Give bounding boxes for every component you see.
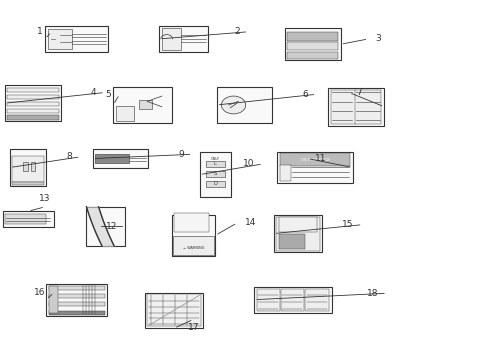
Text: 10: 10 bbox=[242, 159, 254, 168]
Bar bbox=[205, 161, 224, 167]
Text: 8: 8 bbox=[66, 152, 72, 161]
Bar bbox=[277, 152, 352, 183]
Bar bbox=[139, 100, 151, 109]
Text: 14: 14 bbox=[244, 219, 255, 228]
Bar bbox=[254, 287, 331, 312]
Text: 17: 17 bbox=[187, 323, 199, 332]
Bar bbox=[199, 152, 231, 197]
Bar bbox=[276, 217, 319, 251]
Bar bbox=[354, 90, 381, 124]
Bar bbox=[86, 207, 125, 246]
Bar bbox=[144, 293, 203, 328]
Bar bbox=[305, 289, 328, 311]
Text: ⚠ WARNING: ⚠ WARNING bbox=[183, 246, 203, 250]
Bar bbox=[49, 302, 104, 306]
Bar bbox=[7, 102, 59, 106]
Bar bbox=[116, 107, 133, 121]
Bar bbox=[279, 165, 290, 181]
Bar bbox=[173, 237, 213, 255]
Bar bbox=[45, 26, 108, 52]
Bar bbox=[49, 311, 104, 315]
Bar bbox=[49, 287, 58, 313]
Text: 9: 9 bbox=[178, 150, 183, 159]
Bar bbox=[7, 95, 59, 99]
Bar bbox=[278, 234, 305, 249]
Bar bbox=[171, 215, 215, 256]
Bar bbox=[113, 87, 171, 123]
Text: ONLY: ONLY bbox=[210, 157, 220, 161]
Bar bbox=[174, 213, 208, 232]
Bar bbox=[159, 26, 207, 52]
Text: 4: 4 bbox=[90, 88, 96, 97]
Bar bbox=[10, 149, 46, 186]
Text: 7: 7 bbox=[356, 88, 361, 97]
Circle shape bbox=[221, 96, 245, 114]
Bar bbox=[286, 42, 337, 50]
Bar bbox=[5, 85, 61, 121]
Bar bbox=[281, 289, 304, 311]
Bar bbox=[216, 87, 272, 123]
Bar bbox=[205, 181, 224, 187]
Bar bbox=[23, 162, 28, 171]
Bar bbox=[46, 284, 107, 316]
Bar bbox=[286, 52, 337, 59]
Text: 1: 1 bbox=[37, 27, 42, 36]
Bar bbox=[328, 88, 384, 126]
Bar bbox=[2, 211, 54, 227]
Bar bbox=[95, 154, 128, 163]
Text: 18: 18 bbox=[366, 289, 377, 298]
Bar bbox=[147, 294, 201, 327]
Bar bbox=[49, 286, 104, 290]
Text: S: S bbox=[213, 171, 217, 176]
Text: 15: 15 bbox=[342, 220, 353, 229]
Bar bbox=[273, 215, 322, 252]
Bar bbox=[330, 90, 355, 124]
Text: 12: 12 bbox=[106, 222, 117, 231]
Text: 2: 2 bbox=[234, 27, 239, 36]
Bar bbox=[256, 289, 280, 311]
Bar bbox=[279, 153, 349, 166]
Bar bbox=[49, 294, 104, 298]
Text: 3: 3 bbox=[375, 35, 381, 44]
Bar bbox=[7, 88, 59, 93]
Bar bbox=[5, 215, 46, 224]
Bar bbox=[286, 32, 337, 41]
Text: CHILD PROTECTION: CHILD PROTECTION bbox=[300, 158, 329, 162]
Bar bbox=[12, 182, 44, 185]
Bar bbox=[278, 217, 317, 232]
Bar bbox=[162, 28, 181, 50]
Bar bbox=[7, 115, 59, 120]
Bar bbox=[7, 109, 59, 113]
Text: 16: 16 bbox=[34, 288, 45, 297]
Bar bbox=[284, 28, 340, 60]
Bar bbox=[47, 29, 71, 49]
Bar bbox=[92, 149, 148, 168]
Bar bbox=[30, 162, 35, 171]
Bar bbox=[205, 171, 224, 177]
Text: 13: 13 bbox=[40, 194, 51, 203]
Text: L: L bbox=[214, 161, 216, 166]
Bar bbox=[12, 156, 44, 182]
Text: D: D bbox=[213, 181, 217, 186]
Text: 5: 5 bbox=[105, 90, 111, 99]
Text: 6: 6 bbox=[302, 90, 307, 99]
Text: 11: 11 bbox=[314, 154, 326, 163]
